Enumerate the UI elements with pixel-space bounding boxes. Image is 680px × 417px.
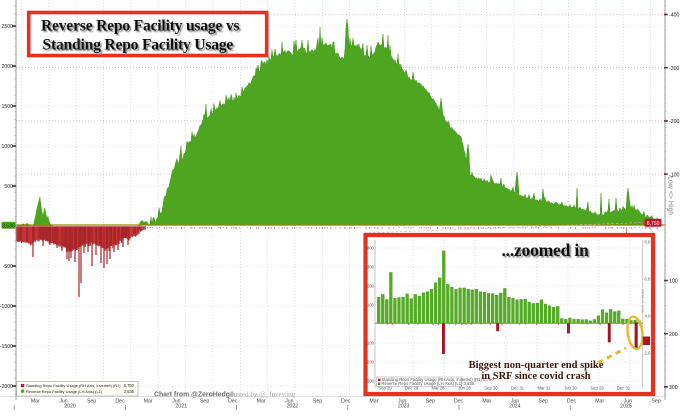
svg-text:Low <> High: Low <> High	[667, 176, 674, 215]
svg-text:300: 300	[367, 265, 375, 270]
svg-text:-1000: -1000	[0, 304, 13, 310]
svg-text:6.0: 6.0	[645, 277, 651, 282]
svg-text:in SRF since covid crash: in SRF since covid crash	[481, 371, 590, 382]
svg-text:2000: 2000	[1, 64, 13, 70]
svg-text:Dec 31: Dec 31	[617, 385, 631, 390]
svg-text:-200: -200	[366, 360, 375, 365]
svg-text:2020: 2020	[64, 404, 76, 410]
svg-text:-1500: -1500	[0, 344, 13, 350]
svg-text:Sep: Sep	[651, 399, 660, 405]
svg-text:Mar: Mar	[257, 399, 266, 405]
svg-text:-2000: -2000	[0, 384, 13, 390]
svg-text:Sep: Sep	[313, 399, 322, 405]
svg-text:2023: 2023	[398, 404, 410, 410]
svg-text:-400: -400	[669, 13, 679, 19]
svg-text:Jun: Jun	[59, 399, 67, 405]
svg-text:Jun 30: Jun 30	[564, 385, 577, 390]
svg-text:Reverse Repo Facility Usage (L: Reverse Repo Facility Usage (LH Axis) (L…	[26, 389, 103, 394]
svg-text:1500: 1500	[1, 104, 13, 110]
svg-text:400: 400	[367, 246, 375, 251]
svg-text:Mar: Mar	[31, 399, 40, 405]
svg-text:1000: 1000	[1, 144, 13, 150]
svg-text:Chart from @ZeroHedge: Chart from @ZeroHedge	[154, 391, 234, 398]
svg-text:Standing Repo Facility Usage (: Standing Repo Facility Usage (RH Axis, i…	[26, 383, 121, 388]
svg-text:...zoomed in: ...zoomed in	[501, 240, 589, 260]
svg-text:Reverse Repo Facility Usage (L: Reverse Repo Facility Usage (LH Axis) (L…	[382, 381, 475, 386]
svg-text:3,536: 3,536	[124, 389, 135, 394]
svg-text:Sep 29: Sep 29	[590, 385, 604, 390]
svg-text:Sep 29: Sep 29	[378, 385, 392, 390]
svg-text:Mar: Mar	[482, 399, 491, 405]
svg-text:Jun: Jun	[511, 399, 519, 405]
svg-text:Dec: Dec	[228, 399, 238, 405]
svg-text:Mar 31: Mar 31	[537, 385, 551, 390]
svg-text:Standing Repo Facility Usage: Standing Repo Facility Usage	[43, 37, 234, 54]
svg-text:Reverse Repo Facility usage vs: Reverse Repo Facility usage vs	[41, 18, 240, 35]
svg-text:Standing Repo Facility Usage (: Standing Repo Facility Usage (RH Axis, i…	[382, 377, 495, 382]
svg-text:200: 200	[669, 332, 678, 338]
svg-text:-200: -200	[669, 119, 679, 125]
svg-text:-500: -500	[3, 264, 13, 270]
svg-text:Dec: Dec	[567, 399, 577, 405]
svg-text:Sep: Sep	[539, 399, 548, 405]
svg-text:Biggest non-quarter end spike: Biggest non-quarter end spike	[469, 360, 604, 371]
svg-text:100: 100	[367, 303, 375, 308]
svg-text:Sep: Sep	[87, 399, 96, 405]
svg-text:Mar: Mar	[144, 399, 153, 405]
svg-text:2.0: 2.0	[645, 351, 651, 356]
svg-text:-100: -100	[669, 172, 679, 178]
svg-text:100: 100	[669, 279, 678, 285]
svg-text:Jun: Jun	[172, 399, 180, 405]
svg-text:Jun: Jun	[285, 399, 293, 405]
svg-text:Dec 31: Dec 31	[511, 385, 525, 390]
svg-text:2024: 2024	[509, 404, 521, 410]
svg-text:Sep: Sep	[426, 399, 435, 405]
svg-text:-300: -300	[366, 379, 375, 384]
svg-text:300: 300	[669, 385, 678, 391]
svg-text:-300: -300	[669, 66, 679, 72]
svg-text:3,536: 3,536	[2, 223, 15, 229]
svg-text:Dec: Dec	[341, 399, 351, 405]
svg-text:Dec 29: Dec 29	[405, 385, 419, 390]
svg-text:Jun: Jun	[624, 399, 632, 405]
svg-text:4.0: 4.0	[645, 314, 651, 319]
svg-text:8.0: 8.0	[645, 240, 651, 245]
svg-text:500: 500	[4, 184, 13, 190]
svg-text:2025: 2025	[620, 404, 632, 410]
svg-text:Sep: Sep	[200, 399, 209, 405]
svg-text:Mar 28: Mar 28	[431, 385, 445, 390]
svg-text:Jun 28: Jun 28	[458, 385, 471, 390]
svg-text:Dec: Dec	[115, 399, 125, 405]
svg-text:2021: 2021	[175, 404, 187, 410]
svg-text:2500: 2500	[1, 24, 13, 30]
svg-text:Jun: Jun	[398, 399, 406, 405]
svg-text:Dec: Dec	[454, 399, 464, 405]
svg-text:Mar: Mar	[595, 399, 604, 405]
svg-text:6,750: 6,750	[124, 383, 135, 388]
svg-text:6,750: 6,750	[647, 221, 660, 227]
svg-text:Posted by @_Investing: Posted by @_Investing	[230, 390, 296, 398]
svg-text:2022: 2022	[287, 404, 299, 410]
svg-text:Sep 30: Sep 30	[484, 385, 498, 390]
svg-text:Mar: Mar	[369, 399, 378, 405]
svg-text:200: 200	[367, 284, 375, 289]
svg-text:RCM <> 2.00: RCM <> 2.00	[641, 289, 646, 314]
svg-text:-100: -100	[366, 341, 375, 346]
